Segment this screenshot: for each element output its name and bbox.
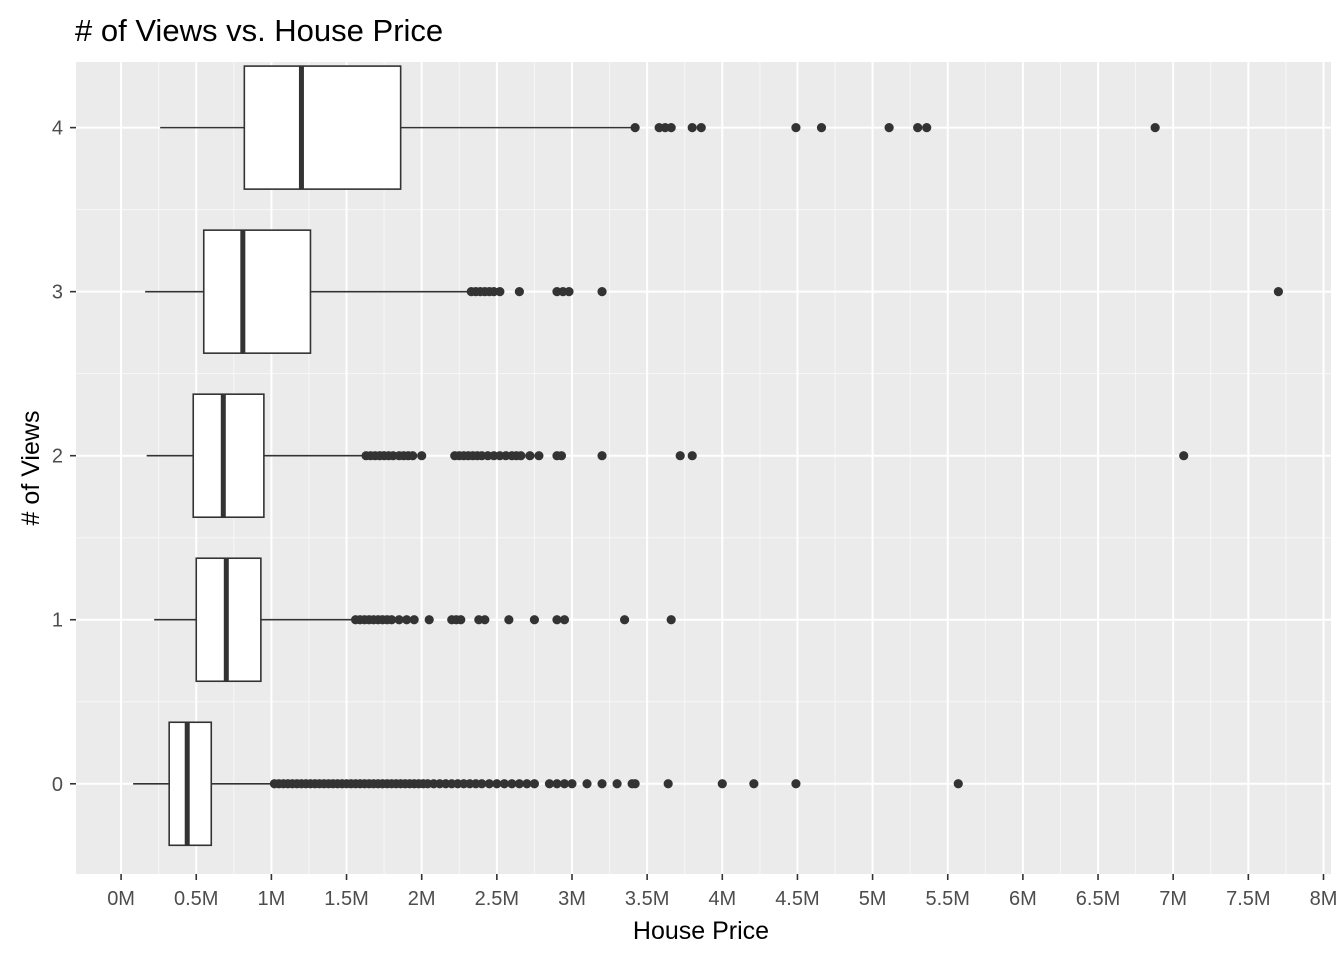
- x-tick-label: 8M: [1310, 888, 1338, 910]
- y-axis-title: # of Views: [17, 411, 45, 526]
- outlier-point: [791, 779, 801, 789]
- outlier-point: [597, 287, 607, 297]
- x-tick-label: 7M: [1159, 888, 1187, 910]
- outlier-point: [1150, 123, 1160, 133]
- box-group-4: [160, 65, 1160, 190]
- outlier-point: [597, 451, 607, 461]
- x-tick-label: 7.5M: [1226, 888, 1270, 910]
- outlier-point: [514, 287, 524, 297]
- outlier-point: [499, 779, 509, 789]
- outlier-point: [559, 779, 570, 789]
- outlier-point: [525, 451, 535, 461]
- outlier-point: [582, 779, 592, 789]
- outlier-point: [529, 779, 540, 789]
- y-tick-label: 4: [52, 118, 63, 140]
- y-axis: 0 1 2 3 4: [52, 118, 76, 796]
- outlier-point: [559, 615, 570, 625]
- x-tick-label: 4M: [708, 888, 736, 910]
- outlier-point: [456, 615, 466, 625]
- box-group-2: [146, 393, 1189, 519]
- outlier-point: [387, 615, 397, 625]
- outlier-point: [492, 779, 502, 789]
- outlier-point: [522, 779, 532, 789]
- outlier-point: [514, 779, 524, 789]
- outlier-point: [597, 779, 607, 789]
- x-tick-label: 1.5M: [324, 888, 368, 910]
- x-tick-label: 5.5M: [926, 888, 970, 910]
- outlier-point: [913, 123, 923, 133]
- outlier-point: [1179, 451, 1189, 461]
- outlier-point: [619, 615, 630, 625]
- outlier-point: [394, 615, 404, 625]
- outlier-point: [552, 779, 562, 789]
- outlier-point: [544, 779, 555, 789]
- outlier-point: [552, 615, 562, 625]
- outlier-point: [408, 451, 418, 461]
- outlier-point: [687, 451, 697, 461]
- outlier-point: [424, 615, 434, 625]
- outlier-point: [507, 779, 517, 789]
- outlier-point: [884, 123, 894, 133]
- outlier-point: [675, 451, 685, 461]
- outlier-point: [480, 615, 490, 625]
- x-tick-label: 4.5M: [775, 888, 819, 910]
- x-tick-label: 2M: [408, 888, 436, 910]
- x-tick-label: 3.5M: [625, 888, 669, 910]
- x-axis-title: House Price: [633, 917, 769, 945]
- x-axis: 0M 0.5M 1M 1.5M 2M 2.5M 3M 3.5M 4M 4.5M 5M 5.5M 6M 6.…: [107, 874, 1337, 910]
- y-tick-label: 3: [52, 282, 63, 304]
- x-tick-label: 2.5M: [475, 888, 519, 910]
- boxplot-series: [133, 65, 1283, 847]
- outlier-point: [564, 287, 574, 297]
- outlier-point: [417, 451, 427, 461]
- outlier-point: [534, 451, 544, 461]
- outlier-point: [484, 779, 494, 789]
- outlier-point: [495, 287, 505, 297]
- outlier-point: [556, 451, 567, 461]
- outlier-point: [791, 123, 801, 133]
- outlier-point: [516, 451, 526, 461]
- outlier-point: [567, 779, 577, 789]
- outlier-point: [630, 779, 640, 789]
- outlier-point: [529, 615, 540, 625]
- outlier-point: [953, 779, 963, 789]
- box-group-3: [145, 229, 1283, 354]
- chart-title: # of Views vs. House Price: [75, 13, 443, 48]
- x-tick-label: 0M: [107, 888, 135, 910]
- outlier-point: [663, 779, 673, 789]
- plot-panel: [76, 62, 1331, 874]
- iqr-box: [243, 65, 402, 190]
- y-tick-label: 1: [52, 610, 63, 632]
- minor-gridlines: [76, 62, 1331, 874]
- outlier-point: [666, 123, 676, 133]
- outlier-point: [612, 779, 622, 789]
- x-tick-label: 6.5M: [1076, 888, 1120, 910]
- x-tick-label: 6M: [1009, 888, 1037, 910]
- outlier-point: [922, 123, 932, 133]
- outlier-point: [717, 779, 727, 789]
- box-group-0: [133, 721, 963, 847]
- outlier-point: [816, 123, 827, 133]
- x-tick-label: 1M: [257, 888, 285, 910]
- x-tick-label: 5M: [859, 888, 887, 910]
- x-tick-label: 0.5M: [174, 888, 218, 910]
- iqr-box: [202, 229, 312, 354]
- outlier-point: [477, 779, 487, 789]
- outlier-point: [666, 615, 676, 625]
- outlier-point: [696, 123, 706, 133]
- outlier-point: [1273, 287, 1283, 297]
- y-tick-label: 2: [52, 446, 63, 468]
- box-group-1: [154, 557, 676, 683]
- outlier-point: [402, 615, 412, 625]
- iqr-box: [168, 721, 213, 847]
- outlier-point: [749, 779, 759, 789]
- iqr-box: [192, 393, 265, 519]
- y-tick-label: 0: [52, 774, 63, 796]
- outlier-point: [409, 615, 419, 625]
- outlier-point: [504, 615, 514, 625]
- outlier-point: [630, 123, 640, 133]
- x-tick-label: 3M: [558, 888, 586, 910]
- outlier-point: [687, 123, 697, 133]
